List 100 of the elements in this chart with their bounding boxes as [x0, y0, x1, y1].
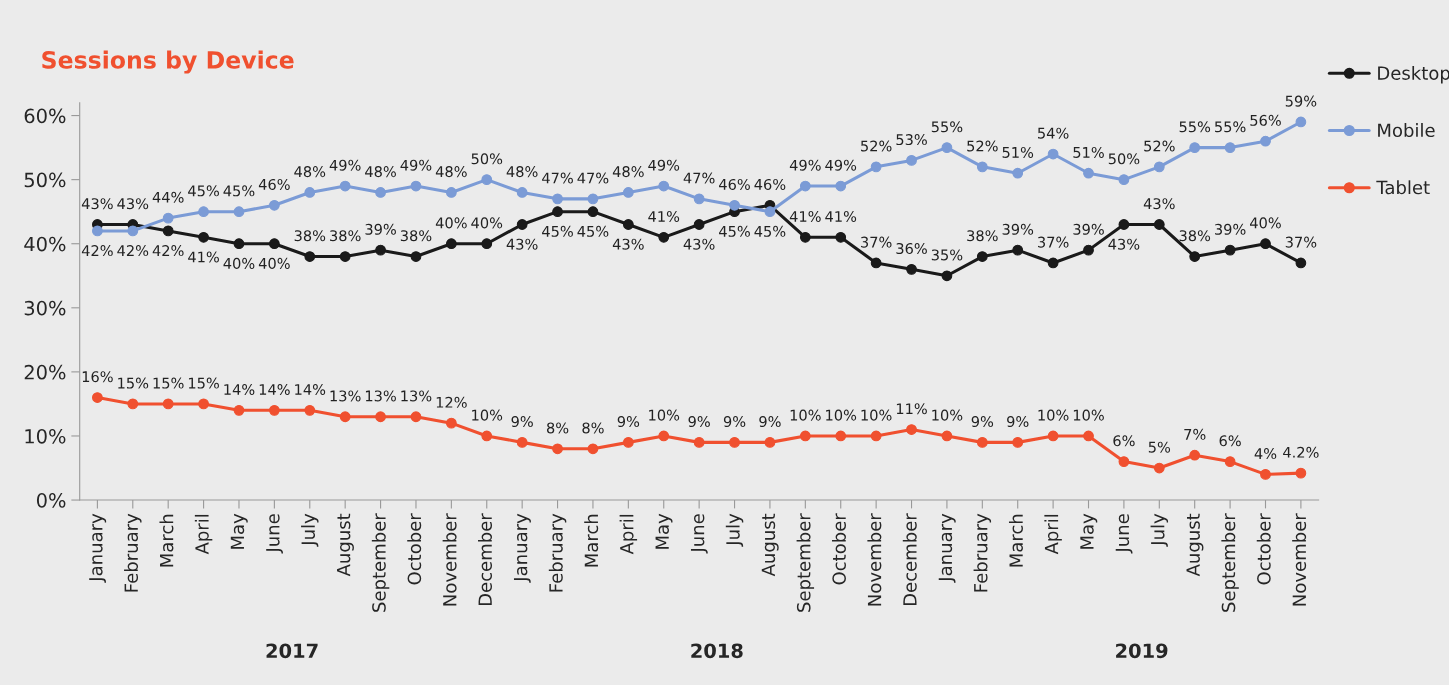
point: [729, 199, 740, 211]
x-tick-label: October: [831, 513, 846, 585]
point: [445, 238, 457, 250]
data-label: 13%: [365, 390, 396, 402]
point: [1295, 116, 1307, 128]
data-label: 11%: [896, 403, 927, 415]
point: [870, 161, 882, 173]
data-label: 13%: [401, 390, 432, 402]
data-label: 10%: [1073, 409, 1104, 421]
x-tick-label: January: [513, 513, 531, 583]
point: [587, 193, 599, 205]
point: [1047, 257, 1059, 269]
data-label: 38%: [1179, 230, 1211, 242]
data-label: 37%: [1038, 236, 1069, 248]
data-label: 40%: [435, 217, 467, 229]
point: [1189, 449, 1201, 461]
point: [1012, 167, 1024, 179]
point: [729, 437, 740, 448]
data-label: 52%: [1144, 140, 1175, 152]
x-tick-label: May: [1080, 513, 1098, 549]
point: [162, 212, 174, 224]
data-label: 15%: [153, 377, 184, 389]
point: [198, 206, 209, 218]
data-label: 9%: [759, 416, 781, 428]
point: [835, 430, 847, 442]
data-label: 48%: [506, 166, 538, 178]
data-label: 4%: [1254, 448, 1277, 460]
x-tick-label: July: [1150, 513, 1169, 547]
point: [198, 398, 209, 410]
point: [1295, 257, 1307, 269]
chart-title: Sessions by Device: [42, 50, 294, 74]
point: [269, 404, 280, 416]
x-tick-label: September: [371, 513, 390, 612]
point: [410, 411, 422, 423]
point: [1153, 219, 1165, 230]
data-label: 52%: [861, 140, 892, 152]
point: [339, 180, 351, 192]
point: [622, 437, 634, 448]
data-label: 42%: [152, 245, 184, 257]
point: [1260, 135, 1271, 147]
point: [269, 199, 280, 211]
point: [304, 251, 316, 262]
point: [516, 187, 528, 198]
x-tick-label: January: [938, 513, 956, 583]
point: [92, 225, 103, 237]
point: [552, 443, 563, 455]
point: [481, 174, 493, 186]
data-label: 38%: [400, 230, 432, 242]
point: [127, 398, 139, 410]
data-label: 9%: [617, 416, 640, 428]
x-tick-label: July: [301, 513, 319, 547]
y-tick-label: 10%: [25, 428, 66, 444]
data-label: 10%: [649, 409, 680, 421]
point: [481, 430, 493, 442]
x-tick-label: November: [867, 513, 882, 606]
data-label: 14%: [259, 383, 290, 396]
point: [339, 251, 351, 262]
x-tick-label: January: [89, 513, 107, 583]
y-tick-label: 40%: [24, 236, 66, 252]
data-label: 53%: [896, 134, 927, 146]
data-label: 9%: [688, 416, 710, 428]
point: [799, 180, 811, 192]
x-tick-label: November: [1292, 513, 1307, 606]
data-label: 16%: [82, 371, 113, 383]
data-label: 6%: [1113, 435, 1135, 447]
point: [764, 206, 776, 218]
data-label: 43%: [683, 238, 715, 250]
point: [481, 238, 493, 250]
point: [375, 187, 386, 198]
data-label: 49%: [648, 159, 680, 171]
data-label: 45%: [188, 185, 219, 197]
point: [976, 251, 988, 262]
x-tick-label: August: [336, 513, 354, 577]
x-tick-label: March: [159, 514, 174, 567]
point: [162, 398, 174, 410]
data-label: 9%: [1007, 416, 1029, 428]
point: [516, 437, 528, 448]
point: [445, 417, 457, 429]
data-label: 46%: [719, 178, 750, 190]
data-label: 10%: [861, 409, 892, 421]
x-tick-label: June: [266, 514, 283, 554]
data-label: 10%: [790, 409, 821, 421]
point: [304, 404, 316, 416]
data-label: 15%: [118, 377, 149, 389]
data-label: 45%: [542, 225, 573, 237]
point: [1118, 174, 1130, 186]
point: [92, 392, 103, 403]
point: [587, 206, 599, 218]
data-label: 40%: [258, 257, 290, 269]
point: [410, 180, 422, 192]
x-tick-label: December: [478, 513, 492, 606]
x-tick-label: February: [973, 513, 992, 592]
x-tick-label: June: [1115, 514, 1133, 554]
point: [304, 187, 316, 198]
data-label: 45%: [223, 185, 255, 197]
point: [906, 155, 917, 166]
x-tick-label: February: [124, 513, 142, 592]
data-label: 10%: [826, 409, 857, 421]
data-label: 38%: [294, 230, 326, 242]
legend-label: Mobile: [1378, 123, 1435, 138]
